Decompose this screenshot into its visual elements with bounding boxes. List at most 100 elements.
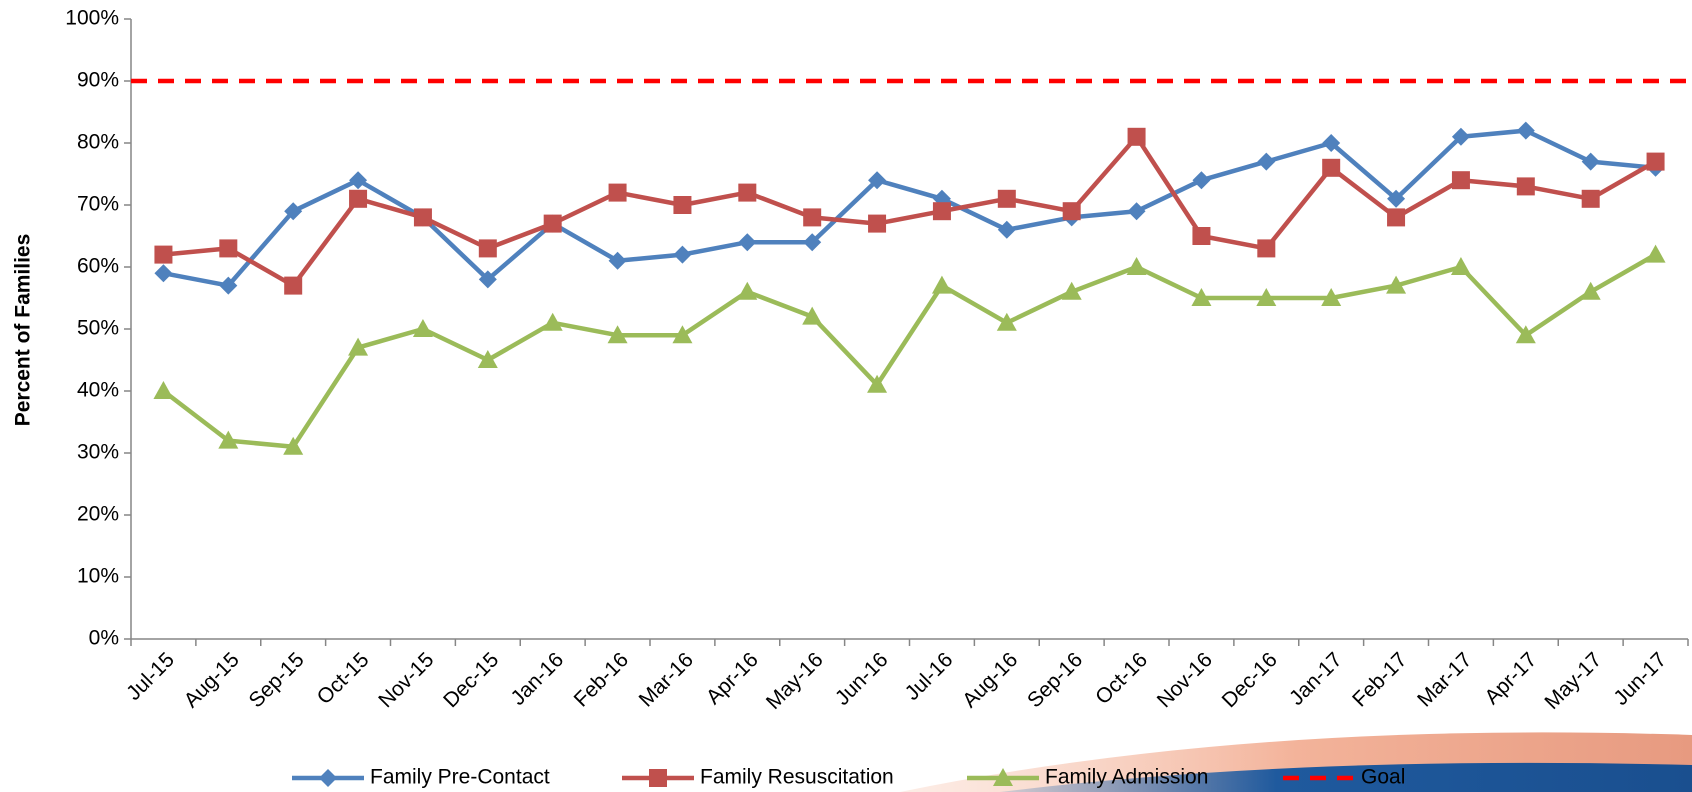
x-tick-label: Jul-16: [901, 648, 958, 705]
x-tick-label: Sep-15: [244, 648, 308, 712]
marker: [1581, 152, 1600, 171]
marker: [996, 312, 1017, 331]
marker: [1192, 227, 1211, 245]
x-tick-label: Jun-16: [831, 648, 893, 710]
legend-label: Goal: [1361, 766, 1405, 789]
marker: [1126, 257, 1147, 275]
x-tick-label: Feb-17: [1348, 648, 1411, 711]
y-axis-label: Percent of Families: [12, 234, 35, 427]
marker: [1646, 152, 1665, 171]
x-tick-label: Oct-16: [1091, 648, 1152, 709]
y-tick-label: 70%: [77, 193, 119, 216]
marker: [673, 196, 692, 214]
marker: [1450, 257, 1471, 275]
marker: [607, 325, 628, 344]
x-tick-label: Nov-16: [1153, 648, 1217, 712]
marker: [1322, 158, 1341, 177]
series-line: [162, 252, 1657, 450]
marker: [283, 436, 304, 455]
marker: [478, 270, 497, 289]
x-tick-label: Nov-15: [374, 648, 438, 712]
marker: [542, 312, 563, 331]
marker: [997, 189, 1016, 208]
marker: [219, 239, 238, 258]
x-tick-label: Dec-16: [1218, 648, 1282, 712]
marker: [1516, 177, 1535, 196]
marker: [1191, 288, 1212, 306]
marker: [1386, 275, 1407, 294]
marker: [1256, 288, 1277, 306]
x-tick-label: Dec-15: [439, 648, 503, 712]
legend-item: Family Resuscitation: [622, 766, 894, 789]
marker: [413, 208, 432, 227]
x-tick-label: Aug-16: [958, 648, 1022, 712]
legend-item: Family Pre-Contact: [292, 766, 550, 789]
y-tick-label: 80%: [77, 131, 119, 154]
legend-label: Family Admission: [1045, 766, 1208, 789]
legend-label: Family Pre-Contact: [370, 766, 550, 789]
marker: [608, 251, 627, 270]
legend-item: Family Admission: [967, 766, 1208, 789]
y-tick-label: 50%: [77, 317, 119, 340]
marker: [477, 350, 498, 368]
series-line: [163, 134, 1657, 288]
marker: [738, 233, 757, 252]
y-tick-label: 60%: [77, 255, 119, 278]
marker: [349, 189, 368, 208]
x-tick-label: May-17: [1540, 648, 1606, 714]
marker: [738, 183, 757, 202]
marker: [993, 768, 1013, 786]
marker: [673, 245, 692, 264]
marker: [1387, 208, 1406, 227]
x-tick-label: Apr-16: [702, 648, 763, 709]
marker: [154, 264, 173, 283]
legend-label: Family Resuscitation: [700, 766, 894, 789]
marker: [153, 381, 174, 399]
y-tick-label: 10%: [77, 565, 119, 588]
marker: [672, 325, 693, 344]
y-tick-label: 90%: [77, 69, 119, 92]
marker: [737, 281, 758, 300]
marker: [867, 374, 888, 393]
x-tick-label: Aug-15: [180, 648, 244, 712]
marker: [1322, 134, 1341, 152]
x-tick-label: Oct-15: [313, 648, 374, 709]
marker: [1192, 171, 1211, 190]
marker: [1580, 281, 1601, 300]
marker: [802, 306, 823, 325]
x-tick-label: Mar-17: [1413, 648, 1476, 711]
x-tick-label: Feb-16: [570, 648, 633, 711]
marker: [348, 337, 369, 356]
marker: [154, 245, 173, 264]
y-tick-label: 40%: [77, 379, 119, 402]
marker: [284, 276, 303, 295]
marker: [319, 769, 337, 787]
x-tick-label: Jul-15: [122, 648, 179, 705]
marker: [931, 275, 952, 294]
y-tick-label: 30%: [77, 441, 119, 464]
x-tick-label: Jan-17: [1285, 648, 1347, 710]
y-tick-label: 100%: [65, 7, 119, 30]
x-tick-label: Jun-17: [1609, 648, 1671, 710]
marker: [543, 214, 562, 233]
marker: [1515, 325, 1536, 344]
marker: [932, 202, 951, 221]
marker: [218, 430, 239, 449]
marker: [997, 220, 1016, 239]
marker: [1516, 121, 1535, 140]
x-tick-label: May-16: [762, 648, 828, 714]
marker: [803, 233, 822, 252]
x-tick-label: Mar-16: [635, 648, 698, 711]
marker: [412, 319, 433, 337]
y-tick-label: 0%: [89, 627, 119, 650]
marker: [1062, 202, 1081, 221]
marker: [478, 239, 497, 258]
y-tick-label: 20%: [77, 503, 119, 526]
marker: [1581, 189, 1600, 208]
marker: [1321, 288, 1342, 306]
marker: [1257, 239, 1276, 258]
marker: [284, 202, 303, 221]
marker: [1645, 244, 1666, 263]
series-line: [163, 128, 1656, 288]
